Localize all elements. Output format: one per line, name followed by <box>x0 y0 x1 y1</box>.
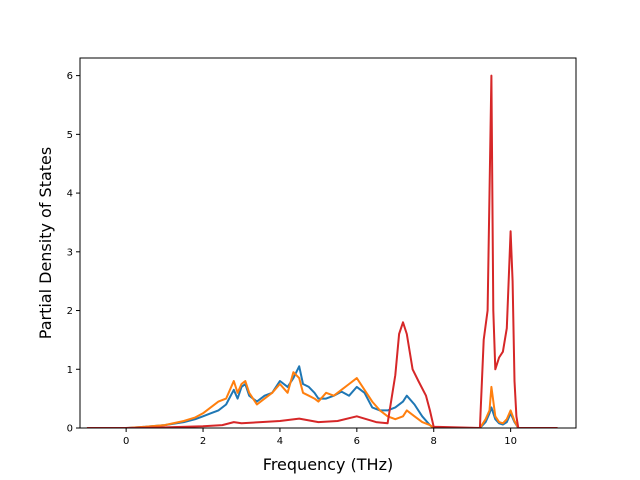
y-tick-label: 0 <box>67 424 73 435</box>
x-tick-label: 2 <box>200 436 206 447</box>
x-tick-label: 4 <box>277 436 283 447</box>
x-tick-label: 8 <box>431 436 437 447</box>
y-tick-label: 3 <box>67 247 73 258</box>
y-tick-label: 6 <box>67 71 73 82</box>
y-axis-ticks: 0 1 2 3 4 5 6 <box>67 71 80 435</box>
y-tick-label: 1 <box>67 365 73 376</box>
series-line-1 <box>86 365 558 428</box>
x-tick-label: 10 <box>504 436 517 447</box>
series-layer <box>86 74 558 428</box>
series-line-3 <box>86 74 558 428</box>
y-axis-label: Partial Density of States <box>36 147 55 339</box>
x-axis-ticks: 0 2 4 6 8 10 <box>123 428 517 447</box>
y-tick-label: 5 <box>67 130 73 141</box>
y-tick-label: 4 <box>67 189 73 200</box>
x-tick-label: 0 <box>123 436 129 447</box>
y-tick-label: 2 <box>67 306 73 317</box>
x-tick-label: 6 <box>354 436 360 447</box>
plot-frame <box>79 57 577 429</box>
series-line-2 <box>86 371 558 428</box>
x-axis-label: Frequency (THz) <box>263 455 393 474</box>
